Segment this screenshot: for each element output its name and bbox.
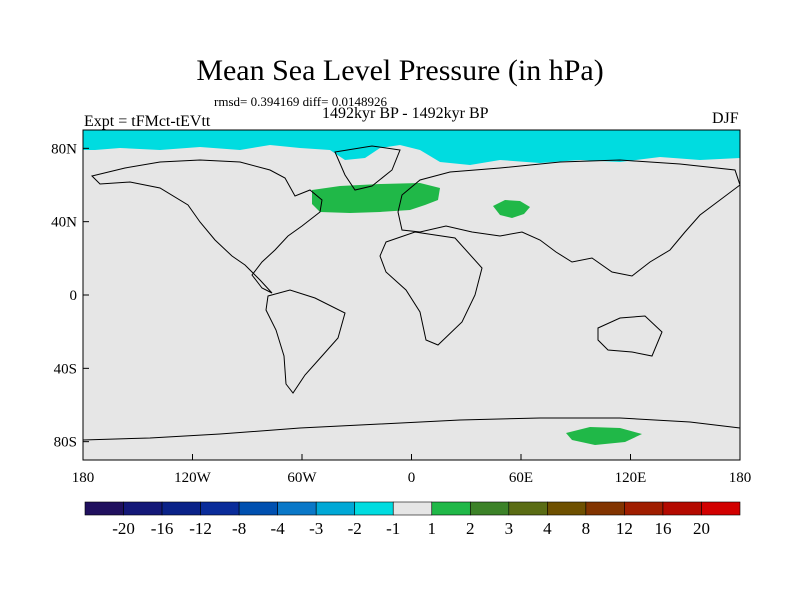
colorbar-box xyxy=(431,501,471,516)
colorbar-label: -20 xyxy=(112,519,135,538)
colorbar-box xyxy=(354,501,394,516)
season-label: DJF xyxy=(712,110,739,127)
colorbar-label: 8 xyxy=(582,519,591,538)
colorbar-box xyxy=(200,501,240,516)
y-tick-label: 80S xyxy=(54,435,77,451)
colorbar-box xyxy=(161,501,201,516)
australia-coast xyxy=(597,315,663,357)
colorbar-box xyxy=(123,501,163,516)
colorbar-box xyxy=(84,501,124,516)
antarctica-coast xyxy=(82,417,741,441)
x-tick-label: 120W xyxy=(174,470,212,486)
colorbar-label: 20 xyxy=(693,519,710,538)
colorbar-box xyxy=(469,501,510,516)
colorbar-label: -2 xyxy=(348,519,362,538)
y-tick-label: 0 xyxy=(70,288,78,304)
colorbar-box xyxy=(585,501,625,516)
colorbar-label: -1 xyxy=(386,519,400,538)
x-tick-label: 0 xyxy=(408,470,416,486)
colorbar-box xyxy=(392,501,433,516)
colorbar-box xyxy=(662,501,702,516)
colorbar-label: 2 xyxy=(466,519,475,538)
colorbar-box xyxy=(277,501,317,516)
y-tick-label: 80N xyxy=(51,141,77,157)
colorbar-box xyxy=(508,501,548,516)
x-tick-label: 60W xyxy=(287,470,317,486)
colorbar: -20 -16 -12 -8 -4 -3 -2 -1 1 2 3 4 8 12 16 20 xyxy=(84,501,741,538)
stats-text: rmsd= 0.394169 diff= 0.0148926 xyxy=(214,94,387,109)
period-text: 1492kyr BP - 1492kyr BP xyxy=(322,105,489,122)
colorbar-label: 16 xyxy=(654,519,671,538)
y-tick-label: 40N xyxy=(51,215,77,231)
arctic-negative-anomaly xyxy=(83,130,740,165)
antarctic-positive-anomaly xyxy=(566,427,642,445)
coastlines xyxy=(82,145,741,441)
x-tick-label: 180 xyxy=(72,470,95,486)
colorbar-label: -16 xyxy=(151,519,174,538)
colorbar-box xyxy=(624,501,664,516)
plot-title: Mean Sea Level Pressure (in hPa) xyxy=(196,54,604,87)
colorbar-label: -4 xyxy=(271,519,286,538)
south-america-coast xyxy=(265,289,346,394)
eurasia-coast xyxy=(397,159,741,277)
colorbar-box xyxy=(315,501,356,516)
x-tick-label: 60E xyxy=(509,470,533,486)
colorbar-label: -8 xyxy=(232,519,246,538)
colorbar-box xyxy=(701,501,741,516)
map-background xyxy=(83,130,740,460)
central-asia-positive-anomaly xyxy=(493,200,530,218)
colorbar-label: 1 xyxy=(428,519,437,538)
experiment-label: Expt = tFMct-tEVtt xyxy=(84,113,211,130)
colorbar-label: 3 xyxy=(505,519,514,538)
axis-ticks: 180 120W 60W 0 60E 120E 180 80N 40N 0 40S 80S xyxy=(51,141,751,486)
colorbar-label: 12 xyxy=(616,519,633,538)
colorbar-box xyxy=(547,501,587,516)
colorbar-label: -3 xyxy=(309,519,323,538)
colorbar-box xyxy=(238,501,278,516)
north-america-coast xyxy=(91,159,323,294)
x-tick-label: 120E xyxy=(615,470,647,486)
greenland-coast xyxy=(334,145,401,191)
colorbar-label: 4 xyxy=(543,519,552,538)
x-tick-label: 180 xyxy=(729,470,752,486)
colorbar-label: -12 xyxy=(189,519,212,538)
africa-coast xyxy=(379,231,483,346)
y-tick-label: 40S xyxy=(54,361,77,377)
